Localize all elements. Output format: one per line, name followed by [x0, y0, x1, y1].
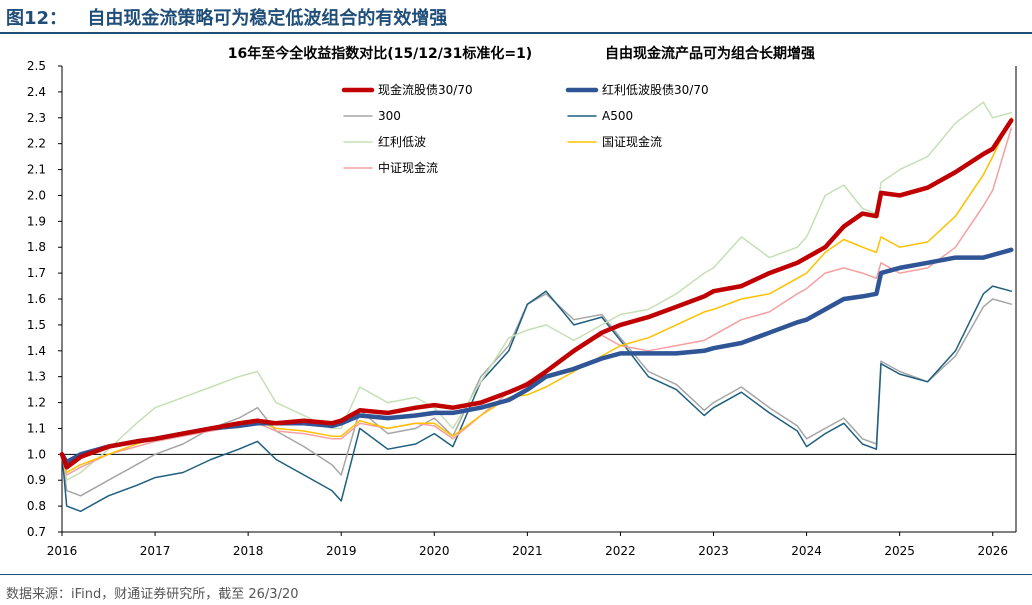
x-tick-label: 2025: [884, 544, 915, 558]
chart-title: 16年至今全收益指数对比(15/12/31标准化=1): [228, 45, 532, 62]
series-line-fcf_bond: [59, 118, 1014, 470]
series-line-zhongzheng_fcf: [61, 127, 1013, 476]
y-tick-label: 2.3: [27, 111, 46, 125]
x-tick-label: 2020: [419, 544, 450, 558]
y-tick-label: 1.9: [27, 214, 46, 228]
y-tick-label: 1.3: [27, 370, 46, 384]
x-tick-label: 2023: [698, 544, 729, 558]
x-tick-label: 2021: [512, 544, 543, 558]
y-tick-label: 2.5: [27, 59, 46, 73]
y-tick-label: 1.8: [27, 240, 46, 254]
y-tick-label: 2.0: [27, 188, 46, 202]
source-note: 数据来源：iFind，财通证券研究所，截至 26/3/20: [6, 587, 299, 602]
y-tick-label: 1.5: [27, 318, 46, 332]
legend-label-zhongzheng_fcf: 中证现金流: [378, 160, 438, 175]
series-line-div_lowvol: [61, 101, 1013, 481]
legend-label-csi300: 300: [378, 109, 401, 123]
axes: 0.7 0.8 0.9 1.0 1.1 1.2 1.3 1.4 1.5 1.6 1.7 1.8 1.9 2…: [27, 59, 1017, 558]
x-tick-label: 2019: [326, 544, 357, 558]
top-rule: [0, 32, 1032, 34]
legend-label-div_bond: 红利低波股债30/70: [602, 82, 709, 97]
chart-subtitle: 自由现金流产品可为组合长期增强: [605, 45, 815, 62]
series-line-a500: [61, 285, 1013, 513]
figure-heading: 自由现金流策略可为稳定低波组合的有效增强: [87, 8, 448, 29]
y-tick-label: 2.4: [27, 85, 46, 99]
legend: 现金流股债30/70 红利低波股债30/70 300 A500 红利低波 国证现金流中证现…: [341, 82, 709, 175]
y-tick-label: 2.2: [27, 137, 46, 151]
y-tick-label: 0.9: [27, 473, 46, 487]
y-tick-label: 1.6: [27, 292, 46, 306]
y-tick-label: 2.1: [27, 163, 46, 177]
y-tick-label: 1.0: [27, 447, 46, 461]
figure-title: 图12： 自由现金流策略可为稳定低波组合的有效增强: [6, 4, 447, 30]
x-tick-label: 2022: [605, 544, 636, 558]
y-tick-label: 1.7: [27, 266, 46, 280]
y-tick-label: 1.2: [27, 396, 46, 410]
y-tick-label: 1.4: [27, 344, 46, 358]
legend-label-fcf_bond: 现金流股债30/70: [378, 82, 473, 97]
legend-label-a500: A500: [602, 109, 633, 123]
x-tick-label: 2024: [791, 544, 822, 558]
y-tick-label: 0.7: [27, 525, 46, 539]
x-tick-label: 2026: [977, 544, 1008, 558]
x-tick-label: 2016: [47, 544, 78, 558]
series-layer: [59, 101, 1014, 513]
bottom-rule: [0, 574, 1032, 575]
legend-label-div_lowvol: 红利低波: [378, 134, 426, 149]
x-tick-label: 2018: [233, 544, 264, 558]
line-chart: 16年至今全收益指数对比(15/12/31标准化=1) 自由现金流产品可为组合长…: [27, 45, 1017, 558]
legend-label-guozheng_fcf: 国证现金流: [602, 134, 662, 149]
y-tick-label: 1.1: [27, 421, 46, 435]
series-line-csi300: [61, 293, 1013, 497]
x-tick-label: 2017: [140, 544, 171, 558]
y-tick-label: 0.8: [27, 499, 46, 513]
figure-label: 图12：: [6, 8, 68, 29]
